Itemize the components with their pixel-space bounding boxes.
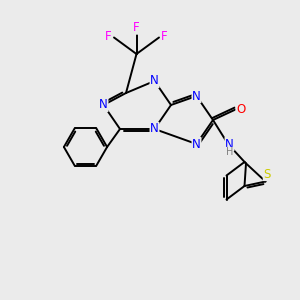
Text: H: H — [226, 147, 233, 158]
Text: N: N — [150, 122, 159, 136]
Text: N: N — [192, 137, 201, 151]
Text: F: F — [133, 21, 140, 34]
Text: F: F — [161, 29, 168, 43]
Text: N: N — [99, 98, 108, 112]
Text: N: N — [192, 89, 201, 103]
Text: N: N — [225, 137, 234, 151]
Text: F: F — [105, 29, 112, 43]
Text: N: N — [150, 74, 159, 88]
Text: O: O — [236, 103, 245, 116]
Text: S: S — [263, 167, 271, 181]
